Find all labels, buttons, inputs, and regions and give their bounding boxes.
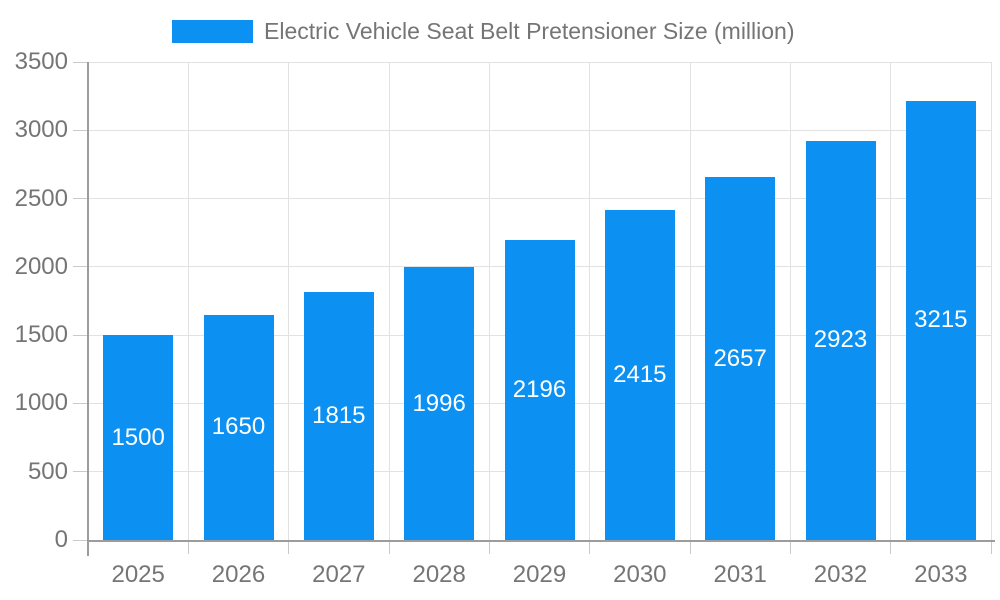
bar-value-label: 1815 xyxy=(312,402,366,430)
y-axis-label: 1500 xyxy=(14,321,68,349)
bar-value-label: 1500 xyxy=(111,423,165,451)
bar-value-label: 2923 xyxy=(813,326,868,354)
bar-value-label: 2196 xyxy=(512,376,567,404)
x-tick xyxy=(990,540,992,554)
x-gridline xyxy=(187,62,189,540)
y-axis-label: 2000 xyxy=(14,252,68,280)
legend-swatch xyxy=(172,20,253,43)
y-tick xyxy=(73,129,88,131)
x-axis-label: 2027 xyxy=(312,561,366,588)
x-axis-label: 2029 xyxy=(512,561,567,588)
x-tick xyxy=(890,540,892,554)
x-gridline xyxy=(288,62,290,540)
x-tick xyxy=(789,540,791,554)
x-tick xyxy=(388,540,390,554)
bar-2028[interactable]: 1996 xyxy=(404,267,475,540)
x-tick xyxy=(187,540,189,554)
y-tick xyxy=(73,198,88,200)
x-axis-label: 2028 xyxy=(412,561,466,588)
x-gridline xyxy=(388,62,390,540)
x-gridline xyxy=(689,62,691,540)
x-axis-label: 2030 xyxy=(613,561,667,588)
y-gridline xyxy=(88,198,991,200)
chart-title: Electric Vehicle Seat Belt Pretensioner … xyxy=(264,18,795,44)
x-axis-label: 2025 xyxy=(111,561,165,588)
x-gridline xyxy=(990,62,992,540)
bar-2029[interactable]: 2196 xyxy=(504,240,575,540)
x-tick xyxy=(689,540,691,554)
bar-value-label: 2415 xyxy=(613,361,667,389)
x-gridline xyxy=(589,62,591,540)
x-axis-label: 2026 xyxy=(211,561,266,588)
x-tick xyxy=(589,540,591,554)
y-axis-label: 1000 xyxy=(14,389,68,417)
y-tick xyxy=(73,61,88,63)
y-axis-label: 0 xyxy=(54,526,68,553)
y-tick xyxy=(73,266,88,268)
bar-2033[interactable]: 3215 xyxy=(905,100,976,540)
x-axis-label: 2031 xyxy=(713,561,767,588)
bar-2027[interactable]: 1815 xyxy=(303,292,374,540)
x-gridline xyxy=(890,62,892,540)
x-gridline xyxy=(488,62,490,540)
y-tick xyxy=(73,539,88,541)
y-gridline xyxy=(88,129,991,131)
x-axis-label: 2033 xyxy=(914,561,968,588)
y-tick xyxy=(73,334,88,336)
y-axis-label: 3500 xyxy=(14,48,68,75)
x-axis-line xyxy=(87,540,995,542)
y-axis-line xyxy=(87,62,89,556)
y-tick xyxy=(73,402,88,404)
x-tick xyxy=(288,540,290,554)
x-gridline xyxy=(789,62,791,540)
bar-value-label: 1650 xyxy=(211,413,266,441)
y-tick xyxy=(73,471,88,473)
bar-2032[interactable]: 2923 xyxy=(805,140,876,540)
y-axis-label: 2500 xyxy=(14,184,68,212)
y-axis-label: 3000 xyxy=(14,116,68,144)
bar-2025[interactable]: 1500 xyxy=(103,335,174,540)
legend[interactable]: Electric Vehicle Seat Belt Pretensioner … xyxy=(172,19,795,44)
bar-2026[interactable]: 1650 xyxy=(203,314,274,540)
bar-2030[interactable]: 2415 xyxy=(604,210,675,540)
y-axis-label: 500 xyxy=(27,457,68,485)
bar-value-label: 3215 xyxy=(914,306,968,334)
bar-value-label: 2657 xyxy=(713,344,767,372)
y-gridline xyxy=(88,61,991,63)
bar-value-label: 1996 xyxy=(412,389,466,417)
x-tick xyxy=(488,540,490,554)
bar-2031[interactable]: 2657 xyxy=(705,177,776,540)
x-axis-label: 2032 xyxy=(813,561,868,588)
